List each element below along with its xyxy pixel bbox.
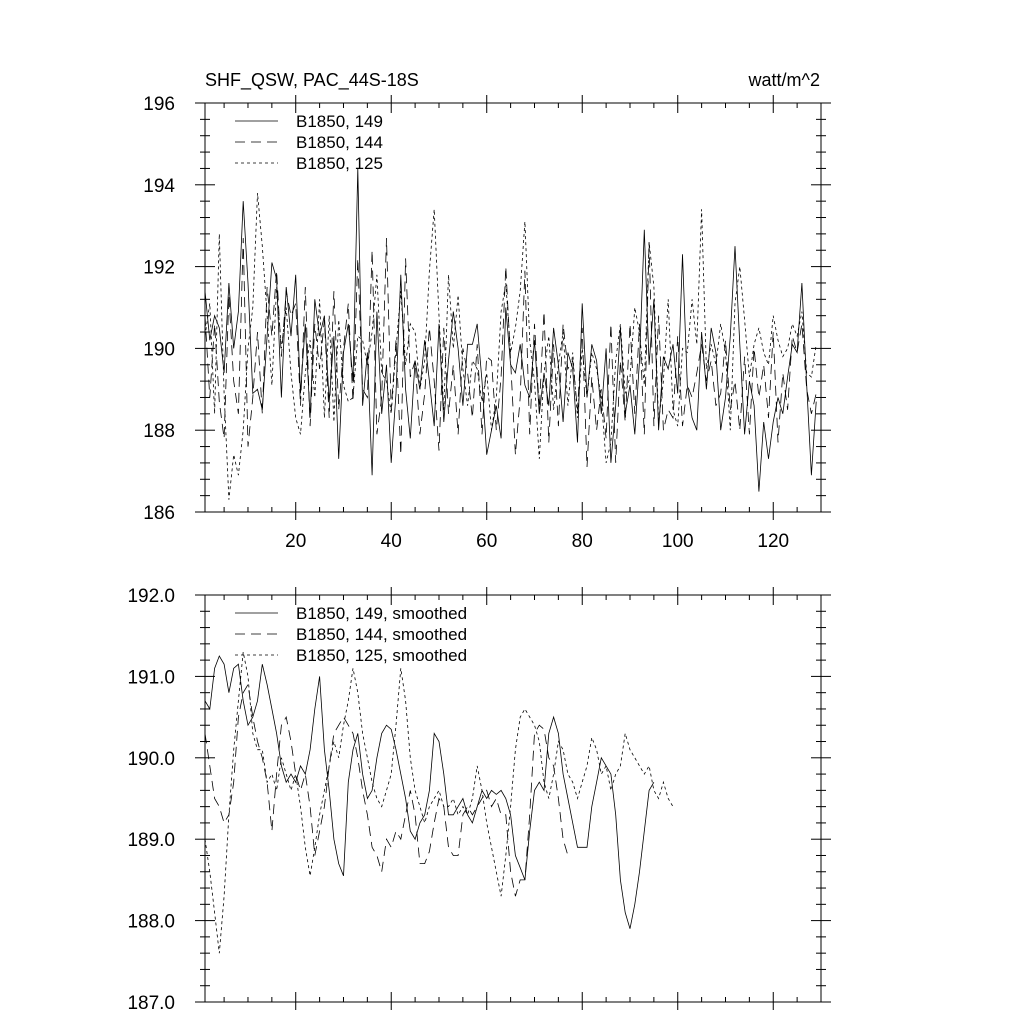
y-tick-label: 190 [143,339,175,360]
y-tick-label: 191.0 [127,667,175,688]
legend-label: B1850, 125, smoothed [296,646,467,665]
x-tick-label: 40 [381,531,402,552]
x-tick-label: 100 [662,531,694,552]
x-tick-label: 20 [285,531,306,552]
units-label: watt/m^2 [748,70,820,90]
series-line-2 [204,683,569,897]
y-tick-label: 188.0 [127,912,175,933]
series-line-3 [204,192,817,500]
series-line-3 [204,651,674,954]
y-tick-label: 188 [143,421,175,442]
legend-label: B1850, 144 [296,133,383,152]
chart-title: SHF_QSW, PAC_44S-18S [205,70,419,91]
top-panel: 20 40 60 80 100 120 186 188 190 192 194 196 B1850, 1… [143,94,831,552]
y-tick-label: 192.0 [127,586,175,607]
y-tick-label: 196 [143,94,175,115]
y-tick-label: 187.0 [127,993,175,1014]
x-tick-label: 60 [476,531,497,552]
legend-label: B1850, 149 [296,112,383,131]
plot-frame [204,102,822,513]
x-tick-label: 120 [757,531,789,552]
y-tick-label: 194 [143,176,175,197]
legend-label: B1850, 144, smoothed [296,625,467,644]
y-tick-label: 190.0 [127,749,175,770]
y-tick-label: 192 [143,258,175,279]
series-line-2 [204,237,817,468]
bottom-panel: 187.0 188.0 189.0 190.0 191.0 192.0 B1850, 149… [127,586,831,1014]
y-tick-label: 189.0 [127,830,175,851]
legend-label: B1850, 125 [296,154,383,173]
series-line-1 [204,655,655,929]
plot-frame [204,594,822,1003]
legend-label: B1850, 149, smoothed [296,604,467,623]
y-tick-label: 186 [143,503,175,524]
x-tick-label: 80 [572,531,593,552]
